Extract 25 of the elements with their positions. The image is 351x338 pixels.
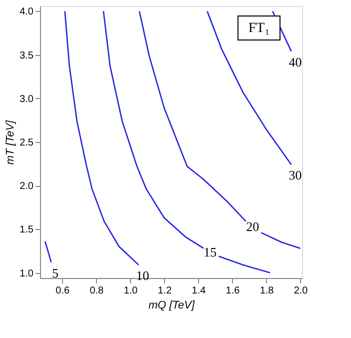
x-tick-label: 1.2 — [158, 286, 172, 296]
series-label: 30 — [288, 168, 302, 183]
x-tick-label: 1.0 — [124, 286, 138, 296]
x-axis-title: mQ [TeV] — [148, 300, 196, 312]
x-tick-label: 1.6 — [226, 286, 240, 296]
y-tick-label: 1.5 — [20, 224, 34, 236]
x-tick-label: 0.8 — [90, 286, 104, 296]
line-series — [64, 10, 140, 266]
series-label: 15 — [204, 244, 217, 260]
y-tick-label: 4.0 — [20, 6, 34, 18]
x-tick-label: 2.0 — [294, 286, 308, 296]
x-tick-label: 1.4 — [192, 286, 206, 296]
series-label: 10 — [136, 268, 150, 283]
y-tick-label: 1.0 — [20, 268, 34, 280]
series-label: 40 — [288, 54, 302, 70]
y-tick-label: 2.0 — [20, 181, 34, 192]
annotation: FT₁ — [248, 21, 270, 36]
y-tick-label: 3.5 — [20, 50, 34, 62]
y-tick-label: 2.5 — [20, 138, 34, 148]
x-tick-label: 1.8 — [260, 286, 274, 296]
series-label: 20 — [246, 219, 260, 234]
x-tick-label: 0.6 — [56, 286, 70, 296]
series-label: 5 — [52, 265, 58, 280]
y-axis-title: mT [TeV] — [4, 119, 17, 165]
y-tick-label: 3.0 — [20, 94, 34, 105]
